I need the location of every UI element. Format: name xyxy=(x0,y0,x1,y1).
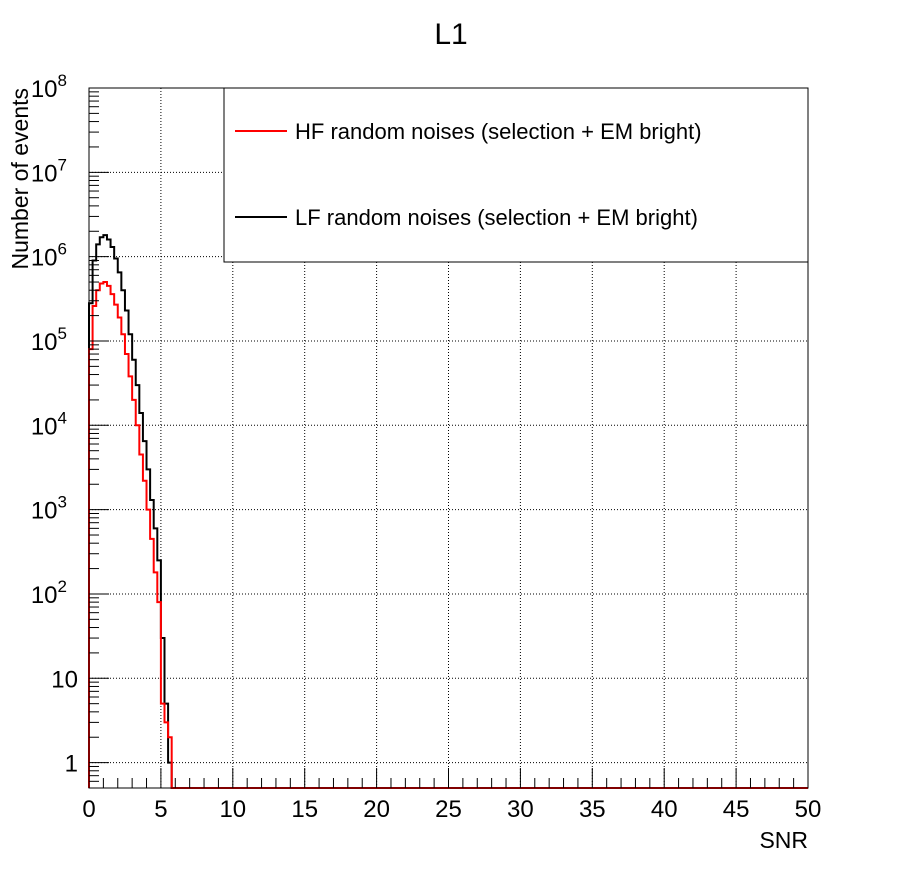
y-tick-label: 105 xyxy=(31,324,67,356)
x-tick-label: 30 xyxy=(507,796,534,823)
x-tick-label: 40 xyxy=(651,796,678,823)
y-axis-label: Number of events xyxy=(7,88,33,270)
y-tick-label: 103 xyxy=(31,493,67,525)
x-tick-label: 0 xyxy=(82,796,95,823)
y-tick-label: 104 xyxy=(31,408,67,440)
chart-title: L1 xyxy=(434,18,467,51)
series-line-hf xyxy=(88,281,808,789)
series-group xyxy=(88,234,808,789)
x-tick-label: 45 xyxy=(723,796,750,823)
x-tick-label: 10 xyxy=(219,796,246,823)
x-tick-label: 20 xyxy=(363,796,390,823)
y-axis: 1 10 102 103 104 105 106 107 108 xyxy=(31,71,109,782)
legend-label-hf: HF random noises (selection + EM bright) xyxy=(295,119,702,144)
y-tick-label: 106 xyxy=(31,240,67,272)
legend-box xyxy=(223,87,809,263)
x-axis-label: SNR xyxy=(759,827,808,853)
legend: HF random noises (selection + EM bright)… xyxy=(223,87,809,263)
y-tick-label: 107 xyxy=(31,155,67,187)
legend-label-lf: LF random noises (selection + EM bright) xyxy=(295,205,698,230)
y-tick-label: 1 xyxy=(65,751,78,778)
x-tick-label: 25 xyxy=(435,796,462,823)
x-tick-label: 15 xyxy=(291,796,318,823)
x-tick-label: 50 xyxy=(795,796,822,823)
x-tick-label: 5 xyxy=(154,796,167,823)
y-tick-label: 102 xyxy=(31,577,67,609)
x-axis: 0 5 10 15 20 25 30 35 40 45 50 xyxy=(82,768,821,823)
y-tick-label: 10 xyxy=(51,666,78,693)
y-tick-label: 108 xyxy=(31,71,67,103)
x-tick-label: 35 xyxy=(579,796,606,823)
